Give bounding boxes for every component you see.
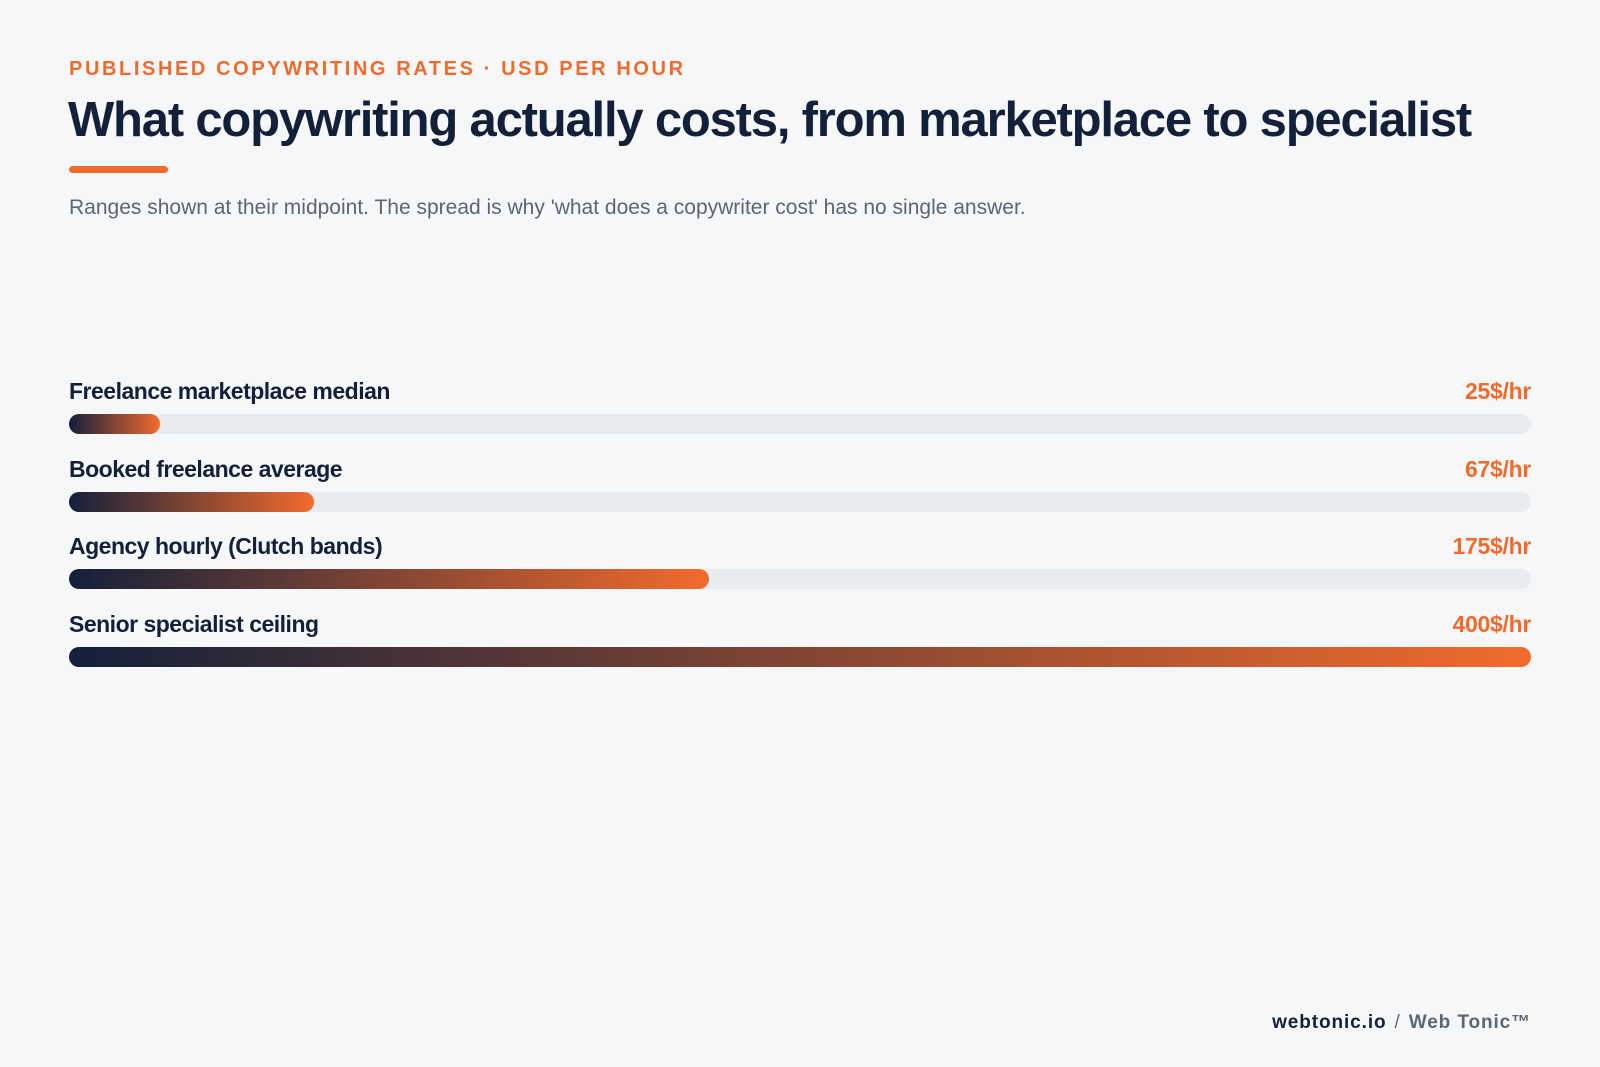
footer-brand: Web Tonic™ xyxy=(1408,1012,1531,1033)
bar xyxy=(69,491,314,512)
bar-value-label: 400$/hr xyxy=(1452,610,1532,637)
bar-row: Freelance marketplace median 25$/hr xyxy=(69,372,1531,450)
bar-row: Senior specialist ceiling 400$/hr xyxy=(69,605,1531,683)
bar-value-label: 67$/hr xyxy=(1465,455,1531,482)
bar xyxy=(69,414,161,434)
footer-domain: webtonic.io xyxy=(1272,1012,1387,1033)
bar-value-label: 175$/hr xyxy=(1452,533,1532,559)
bar-chart: Freelance marketplace median 25$/hr Booked… xyxy=(69,372,1531,682)
title-underline xyxy=(69,166,168,173)
bar-track xyxy=(69,646,1531,667)
bar-track xyxy=(69,491,1531,512)
bar xyxy=(69,569,709,589)
chart-title: What copywriting actually costs, from ma… xyxy=(68,93,1472,147)
footer-credit: webtonic.io / Web Tonic™ xyxy=(1272,1012,1531,1034)
bar-label: Booked freelance average xyxy=(69,455,343,482)
bar-track xyxy=(69,569,1531,589)
bar-label: Senior specialist ceiling xyxy=(69,610,319,637)
bar-value-label: 25$/hr xyxy=(1465,378,1531,404)
bar-track xyxy=(69,414,1531,434)
bar-label: Agency hourly (Clutch bands) xyxy=(69,533,383,559)
chart-subtitle: Ranges shown at their midpoint. The spre… xyxy=(69,196,1026,219)
footer-separator: / xyxy=(1394,1012,1401,1033)
bar-row: Booked freelance average 67$/hr xyxy=(69,450,1531,528)
bar xyxy=(69,646,1531,667)
bar-row: Agency hourly (Clutch bands) 175$/hr xyxy=(69,527,1531,605)
chart-eyebrow: PUBLISHED COPYWRITING RATES · USD PER HO… xyxy=(69,58,686,80)
bar-label: Freelance marketplace median xyxy=(69,378,390,404)
